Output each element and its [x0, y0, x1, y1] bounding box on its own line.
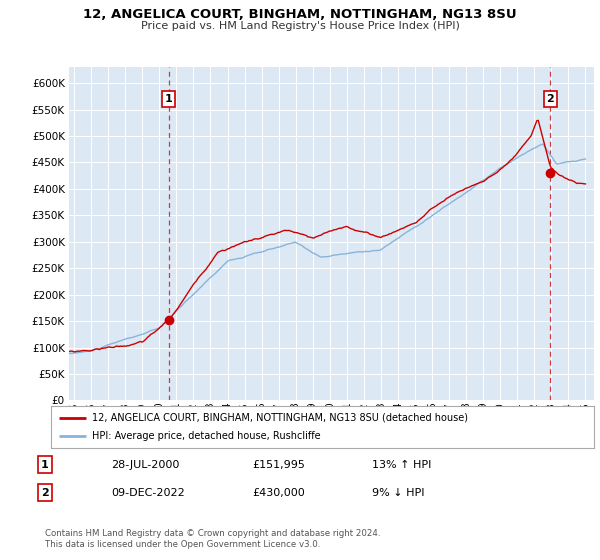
Text: 2: 2	[41, 488, 49, 498]
Text: 1: 1	[165, 94, 173, 104]
Text: This data is licensed under the Open Government Licence v3.0.: This data is licensed under the Open Gov…	[45, 540, 320, 549]
Text: 28-JUL-2000: 28-JUL-2000	[111, 460, 179, 470]
Text: 09-DEC-2022: 09-DEC-2022	[111, 488, 185, 498]
Text: 13% ↑ HPI: 13% ↑ HPI	[372, 460, 431, 470]
Text: Contains HM Land Registry data © Crown copyright and database right 2024.: Contains HM Land Registry data © Crown c…	[45, 529, 380, 538]
Text: HPI: Average price, detached house, Rushcliffe: HPI: Average price, detached house, Rush…	[92, 431, 320, 441]
Text: 1: 1	[41, 460, 49, 470]
Text: £430,000: £430,000	[252, 488, 305, 498]
Text: 9% ↓ HPI: 9% ↓ HPI	[372, 488, 425, 498]
Text: Price paid vs. HM Land Registry's House Price Index (HPI): Price paid vs. HM Land Registry's House …	[140, 21, 460, 31]
Text: £151,995: £151,995	[252, 460, 305, 470]
Text: 2: 2	[547, 94, 554, 104]
Text: 12, ANGELICA COURT, BINGHAM, NOTTINGHAM, NG13 8SU (detached house): 12, ANGELICA COURT, BINGHAM, NOTTINGHAM,…	[92, 413, 468, 423]
Text: 12, ANGELICA COURT, BINGHAM, NOTTINGHAM, NG13 8SU: 12, ANGELICA COURT, BINGHAM, NOTTINGHAM,…	[83, 8, 517, 21]
